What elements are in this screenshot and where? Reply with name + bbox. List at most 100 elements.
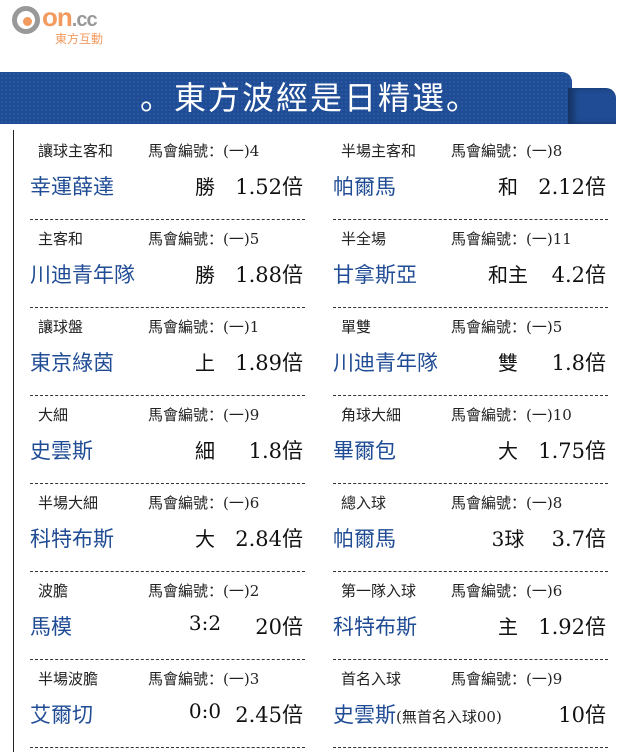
pick-cell: 半場波膽 馬會編號：(一)3 艾爾切 0:0 2.45倍 — [30, 659, 305, 748]
pick-cell: 讓球盤 馬會編號：(一)1 東京綠茵 上 1.89倍 — [30, 307, 305, 396]
bet-type: 主客和 — [38, 230, 84, 248]
odds: 2.45倍 — [235, 703, 303, 727]
odds: 1.92倍 — [538, 615, 606, 639]
team: 川迪青年隊 — [30, 263, 135, 287]
team: 艾爾切 — [30, 703, 93, 727]
pick-cell: 第一隊入球 馬會編號：(一)6 科特布斯 主 1.92倍 — [333, 571, 608, 660]
odds: 20倍 — [255, 615, 303, 639]
team: 甘拿斯亞 — [333, 263, 417, 287]
pick-choice: 上 — [195, 351, 215, 375]
team: 東京綠茵 — [30, 351, 114, 375]
team: 畢爾包 — [333, 439, 396, 463]
banner — [0, 72, 572, 124]
bet-type: 半場大細 — [38, 494, 99, 512]
bet-type: 半場主客和 — [341, 142, 417, 160]
pick-cell: 半場主客和 馬會編號：(一)8 帕爾馬 和 2.12倍 — [333, 131, 608, 220]
odds: 1.8倍 — [551, 351, 606, 375]
bet-code: 馬會編號：(一)11 — [451, 230, 572, 248]
bet-code: 馬會編號：(一)6 — [148, 494, 260, 512]
bet-type: 總入球 — [341, 494, 387, 512]
team: 幸運薛達 — [30, 175, 114, 199]
pick-cell: 波膽 馬會編號：(一)2 馬模 3:2 20倍 — [30, 571, 305, 660]
team-name: 史雲斯 — [30, 435, 93, 465]
bet-type: 半全場 — [341, 230, 387, 248]
bet-type: 首名入球 — [341, 670, 402, 688]
odds: 1.88倍 — [235, 263, 303, 287]
bet-type: 角球大細 — [341, 406, 402, 424]
team-name: 帕爾馬 — [333, 523, 396, 553]
odds: 10倍 — [558, 703, 606, 727]
odds: 4.2倍 — [551, 263, 606, 287]
odds: 3.7倍 — [551, 527, 606, 551]
pick-choice: 大 — [195, 527, 215, 551]
team-name: 艾爾切 — [30, 699, 93, 729]
team-name: 馬模 — [30, 611, 72, 641]
bet-code: 馬會編號：(一)6 — [451, 582, 563, 600]
pick-cell: 主客和 馬會編號：(一)5 川迪青年隊 勝 1.88倍 — [30, 219, 305, 308]
team: 科特布斯 — [333, 615, 417, 639]
pick-cell: 總入球 馬會編號：(一)8 帕爾馬 3球 3.7倍 — [333, 483, 608, 572]
pick-cell: 角球大細 馬會編號：(一)10 畢爾包 大 1.75倍 — [333, 395, 608, 484]
team-name: 川迪青年隊 — [30, 259, 135, 289]
team-name: 川迪青年隊 — [333, 347, 438, 377]
pick-choice: 雙 — [498, 351, 518, 375]
bet-code: 馬會編號：(一)10 — [451, 406, 572, 424]
team: 科特布斯 — [30, 527, 114, 551]
logo-tld: .cc — [71, 9, 98, 31]
bet-type: 單雙 — [341, 318, 372, 336]
bet-type: 半場波膽 — [38, 670, 99, 688]
bet-type: 第一隊入球 — [341, 582, 417, 600]
logo-subtitle: 東方互動 — [55, 32, 104, 46]
bet-code: 馬會編號：(一)5 — [148, 230, 260, 248]
odds: 2.12倍 — [538, 175, 606, 199]
pick-cell: 半全場 馬會編號：(一)11 甘拿斯亞 和主 4.2倍 — [333, 219, 608, 308]
odds: 1.52倍 — [235, 175, 303, 199]
odds: 1.8倍 — [248, 439, 303, 463]
bet-code: 馬會編號：(一)3 — [148, 670, 260, 688]
team-name: 畢爾包 — [333, 435, 396, 465]
bet-code: 馬會編號：(一)9 — [451, 670, 563, 688]
pick-choice: 和 — [498, 175, 518, 199]
team-name: 幸運薛達 — [30, 171, 114, 201]
onc-logo[interactable]: on.cc 東方互動 — [12, 2, 122, 48]
bet-code: 馬會編號：(一)9 — [148, 406, 260, 424]
bet-code: 馬會編號：(一)8 — [451, 494, 563, 512]
bet-code: 馬會編號：(一)2 — [148, 582, 260, 600]
pick-cell: 大細 馬會編號：(一)9 史雲斯 細 1.8倍 — [30, 395, 305, 484]
pick-choice: 主 — [498, 615, 518, 639]
pick-choice: 0:0 — [188, 699, 222, 723]
pick-choice: 細 — [195, 439, 215, 463]
odds: 2.84倍 — [235, 527, 303, 551]
pick-choice: 勝 — [195, 263, 215, 287]
banner-title: 。東方波經是日精選。 — [139, 79, 480, 117]
team-name: 帕爾馬 — [333, 171, 396, 201]
pick-cell: 首名入球 馬會編號：(一)9 史雲斯(無首名入球00) 10倍 — [333, 659, 608, 748]
bet-type: 波膽 — [38, 582, 69, 600]
team-name: 東京綠茵 — [30, 347, 114, 377]
team: 史雲斯 — [333, 703, 396, 727]
team: 川迪青年隊 — [333, 351, 438, 375]
pick-choice: 3球 — [491, 527, 525, 551]
team-name: 甘拿斯亞 — [333, 259, 417, 289]
pick-cell: 單雙 馬會編號：(一)5 川迪青年隊 雙 1.8倍 — [333, 307, 608, 396]
pick-choice: 勝 — [195, 175, 215, 199]
pick-choice: 大 — [498, 439, 518, 463]
team-name: 史雲斯(無首名入球00) — [333, 699, 502, 729]
team-name: 科特布斯 — [30, 523, 114, 553]
bet-type: 大細 — [38, 406, 69, 424]
team: 帕爾馬 — [333, 527, 396, 551]
logo-brand: on — [42, 2, 73, 32]
banner-tab — [568, 88, 616, 124]
logo-ring-icon — [12, 6, 40, 34]
pick-choice: 和主 — [488, 263, 528, 287]
pick-choice: 3:2 — [188, 611, 222, 635]
pick-cell: 半場大細 馬會編號：(一)6 科特布斯 大 2.84倍 — [30, 483, 305, 572]
team-note: (無首名入球00) — [396, 708, 502, 726]
team: 史雲斯 — [30, 439, 93, 463]
odds: 1.89倍 — [235, 351, 303, 375]
team: 帕爾馬 — [333, 175, 396, 199]
bet-code: 馬會編號：(一)8 — [451, 142, 563, 160]
team: 馬模 — [30, 615, 72, 639]
bet-type: 讓球盤 — [38, 318, 84, 336]
bet-code: 馬會編號：(一)4 — [148, 142, 260, 160]
